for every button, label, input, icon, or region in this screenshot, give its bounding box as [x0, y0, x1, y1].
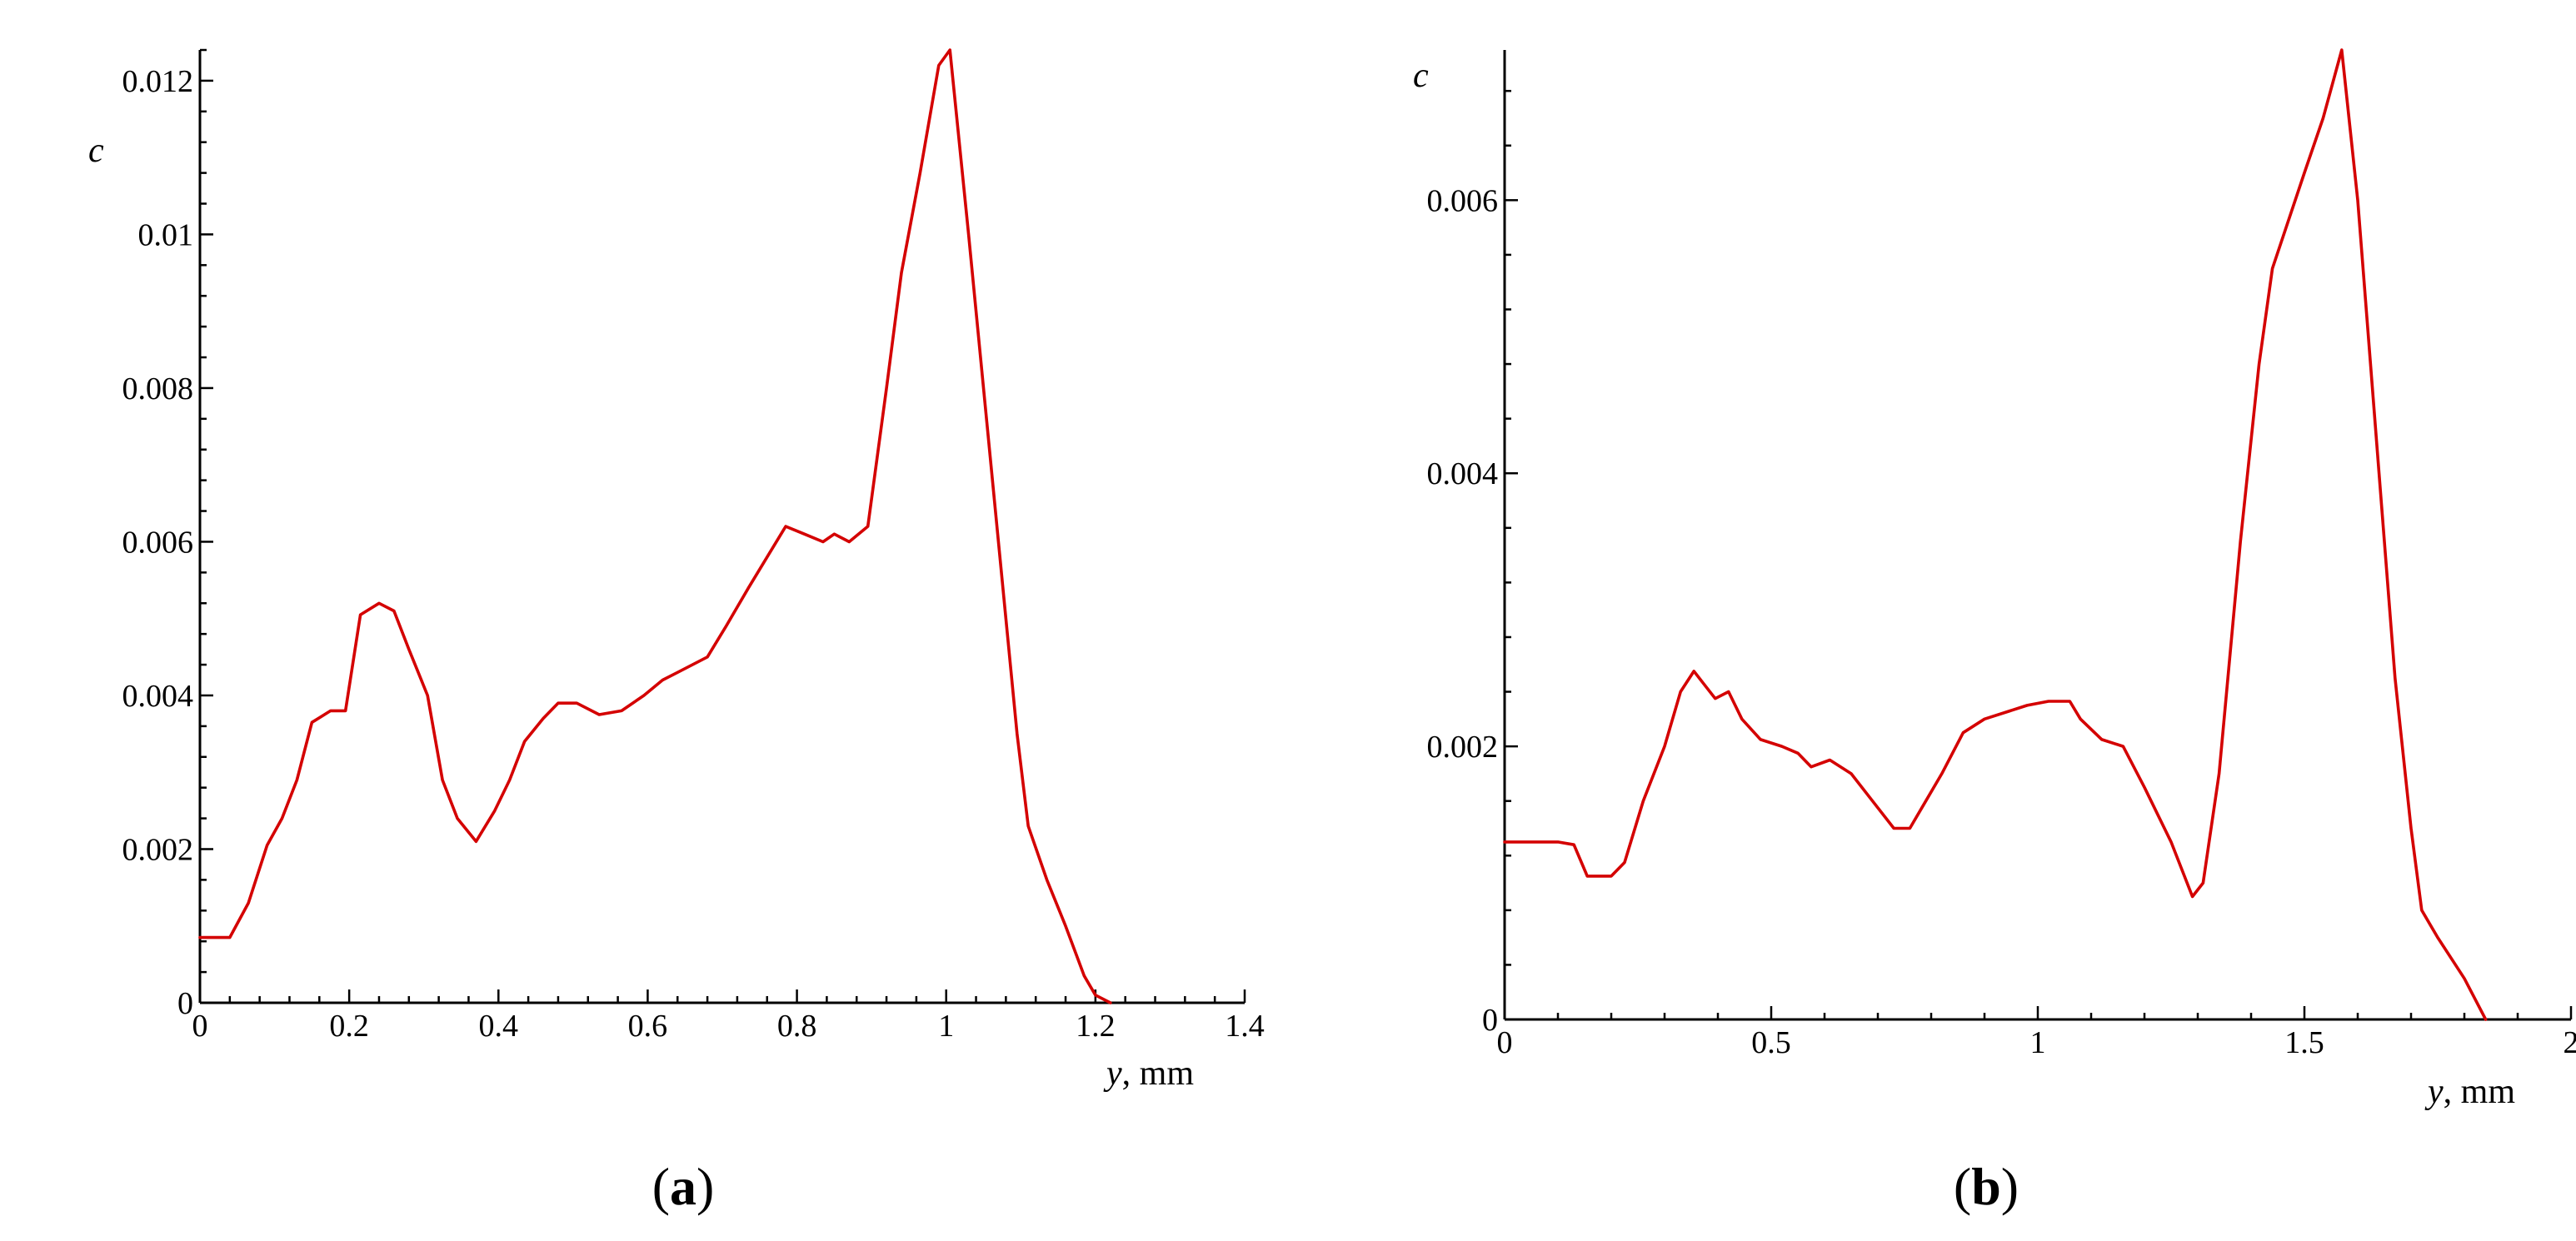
y-tick-label-b: 0.002: [1427, 730, 1499, 765]
x-axis-title-a: y, mm: [1103, 1054, 1194, 1093]
x-tick-label-a: 0.8: [777, 1009, 817, 1044]
y-axis-title-a: c: [88, 132, 104, 170]
x-tick-label-a: 1: [938, 1009, 954, 1044]
chart-panel-b: 0 0.5 1 1.5 2 0 0.002 0.004 0.006 c y, mm (b): [1413, 48, 2576, 1216]
x-tick-label-a: 0: [192, 1009, 208, 1044]
series-line-a: [198, 48, 1112, 1004]
x-axis-unit-b: , mm: [2444, 1073, 2516, 1111]
x-tick-label-a: 0.4: [479, 1009, 519, 1044]
x-tick-label-a: 0.2: [329, 1009, 369, 1044]
y-tick-label-a: 0.008: [122, 371, 194, 406]
y-tick-label-a: 0.006: [122, 525, 194, 560]
x-tick-label-b: 2: [2564, 1025, 2576, 1060]
y-tick-label-a: 0: [177, 986, 193, 1021]
panel-label-a: (a): [652, 1157, 715, 1216]
y-tick-label-a: 0.002: [122, 832, 194, 867]
x-tick-label-a: 1.4: [1225, 1009, 1265, 1044]
x-tick-label-a: 1.2: [1076, 1009, 1116, 1044]
x-tick-label-b: 1: [2030, 1025, 2046, 1060]
x-tick-label-a: 0.6: [628, 1009, 668, 1044]
ticks-a: 0 0.2 0.4 0.6 0.8 1 1.2 1.4 0 0.002 0.004 0.006 0.00…: [122, 48, 1265, 1044]
y-tick-label-a: 0.012: [122, 64, 194, 99]
series-line-b: [1503, 48, 2488, 1021]
x-tick-label-b: 1.5: [2284, 1025, 2324, 1060]
y-tick-label-b: 0: [1482, 1003, 1498, 1038]
panel-label-b: (b): [1954, 1157, 2019, 1216]
y-tick-label-b: 0.004: [1427, 456, 1499, 491]
x-axis-unit-a: , mm: [1122, 1054, 1195, 1093]
x-axis-title-b: y, mm: [2424, 1073, 2515, 1111]
y-tick-label-a: 0.004: [122, 679, 194, 714]
ticks-b: 0 0.5 1 1.5 2 0 0.002 0.004 0.006: [1427, 89, 2576, 1060]
x-axis-var-a: y: [1103, 1054, 1122, 1093]
chart-panel-a: 0 0.2 0.4 0.6 0.8 1 1.2 1.4 0 0.002 0.004 0.006 0.00…: [88, 48, 1265, 1216]
y-tick-label-b: 0.006: [1427, 183, 1499, 218]
y-axis-title-b: c: [1413, 57, 1429, 95]
x-axis-var-b: y: [2424, 1073, 2444, 1111]
x-tick-label-b: 0.5: [1751, 1025, 1791, 1060]
x-tick-label-b: 0: [1497, 1025, 1513, 1060]
y-tick-label-a: 0.01: [138, 217, 194, 252]
